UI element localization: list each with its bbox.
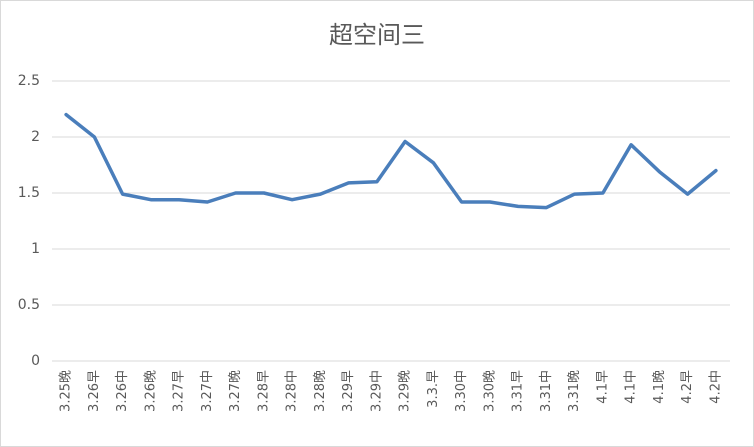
x-tick-label: 3.30中: [454, 370, 469, 412]
x-tick-label: 3.26晚: [143, 370, 158, 412]
x-tick-label: 3.31中: [539, 370, 554, 412]
y-tick-label: 0.5: [18, 297, 40, 313]
chart-title: 超空间三: [329, 21, 425, 49]
y-tick-label: 1.5: [18, 185, 40, 201]
x-tick-label: 3.28早: [256, 370, 271, 412]
x-tick-label: 3.29中: [369, 370, 384, 412]
x-tick-label: 4.2中: [708, 370, 723, 404]
x-tick-label: 3.27早: [172, 370, 187, 412]
x-tick-label: 3.29早: [341, 370, 356, 412]
x-tick-label: 3.31早: [511, 370, 526, 412]
x-tick-label: 3.26早: [87, 370, 102, 412]
y-tick-label: 2: [31, 129, 40, 145]
x-tick-label: 3.25晚: [59, 370, 74, 412]
x-tick-label: 4.2早: [680, 370, 695, 404]
x-tick-label: 3.31晚: [567, 370, 582, 412]
x-tick-label: 4.1晚: [652, 370, 667, 404]
y-tick-label: 1: [31, 241, 40, 257]
x-tick-label: 3.28中: [285, 370, 300, 412]
y-tick-label: 2.5: [18, 73, 40, 89]
x-tick-label: 3.30晚: [482, 370, 497, 412]
x-tick-label: 3.28晚: [313, 370, 328, 412]
x-tick-label: 4.1中: [624, 370, 639, 404]
x-tick-label: 3.27中: [200, 370, 215, 412]
x-tick-label: 3.26中: [115, 370, 130, 412]
x-tick-label: 3.3.早: [426, 370, 441, 408]
x-tick-label: 4.1早: [595, 370, 610, 404]
data-line: [64, 112, 718, 210]
x-tick-label: 3.27晚: [228, 370, 243, 412]
x-tick-label: 3.29晚: [398, 370, 413, 412]
y-tick-label: 0: [31, 353, 40, 369]
